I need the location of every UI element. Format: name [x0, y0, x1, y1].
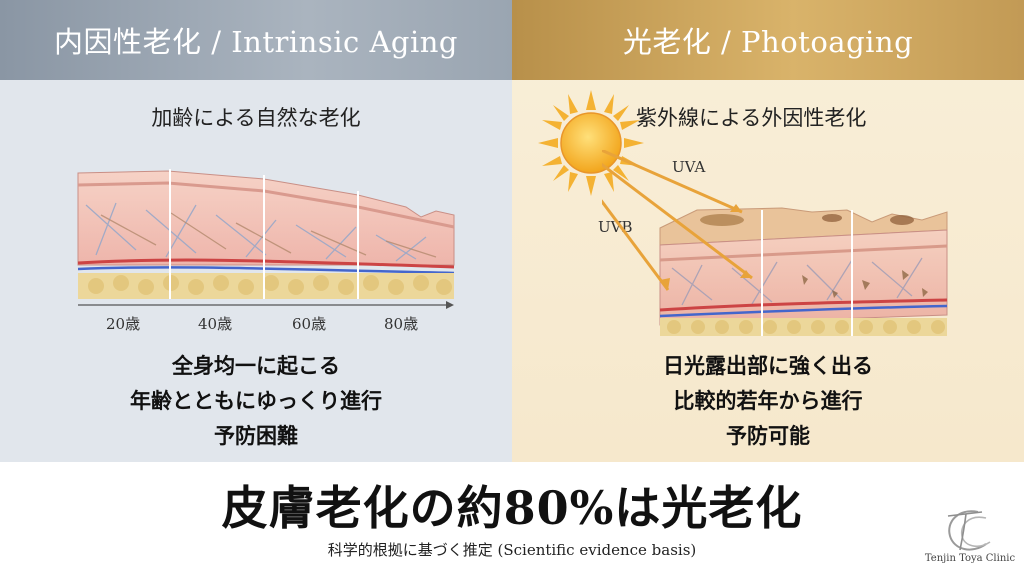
photoaging-points: 日光露出部に強く出る 比較的若年から進行 予防可能 [512, 348, 1024, 453]
age-label-60: 60歳 [292, 315, 327, 333]
intrinsic-point: 全身均一に起こる [172, 353, 340, 378]
photoaging-skin-illustration [602, 150, 948, 336]
sun-icon [538, 90, 644, 196]
uvb-arrow-2 [602, 162, 753, 280]
photoaging-point: 日光露出部に強く出る [663, 353, 873, 378]
intrinsic-skin-illustration [77, 169, 455, 309]
clinic-name: Tenjin Toya Clinic [924, 553, 1016, 564]
intrinsic-point: 予防困難 [214, 423, 298, 448]
age-label-40: 40歳 [198, 315, 233, 333]
photoaging-point: 予防可能 [726, 423, 810, 448]
headline: 皮膚老化の約80%は光老化 [221, 481, 803, 535]
clinic-logo [947, 510, 991, 551]
evidence-note: 科学的根拠に基づく推定 (Scientific evidence basis) [327, 541, 697, 559]
age-label-80: 80歳 [384, 315, 419, 333]
uva-label: UVA [672, 158, 706, 176]
photoaging-point: 比較的若年から進行 [673, 388, 863, 413]
uva-arrow [602, 150, 743, 214]
photoaging-subtitle: 紫外線による外因性老化 [636, 106, 867, 130]
age-label-20: 20歳 [106, 315, 141, 333]
uvb-arrow-1 [602, 199, 670, 291]
intrinsic-point: 年齢とともにゆっくり進行 [130, 388, 382, 413]
photoaging-panel: 光老化 / Photoaging 紫外線による外因性老化 UVA UVB [512, 0, 1024, 462]
photoaging-header: 光老化 / Photoaging [512, 0, 1024, 80]
intrinsic-aging-panel: 内因性老化 / Intrinsic Aging 加齢による自然な老化 [0, 0, 512, 462]
intrinsic-aging-subtitle: 加齢による自然な老化 [151, 106, 361, 130]
intrinsic-aging-points: 全身均一に起こる 年齢とともにゆっくり進行 予防困難 [0, 348, 512, 453]
intrinsic-aging-header: 内因性老化 / Intrinsic Aging [0, 0, 512, 80]
